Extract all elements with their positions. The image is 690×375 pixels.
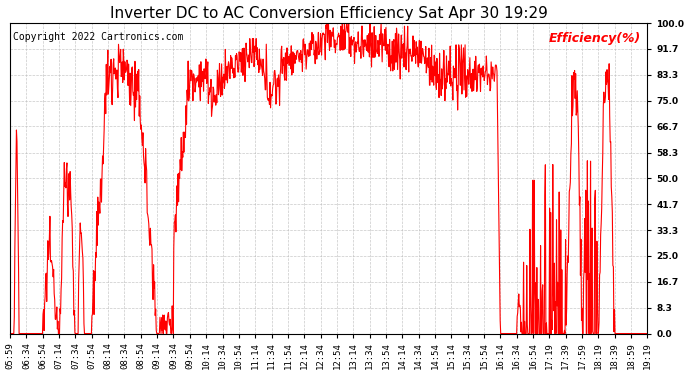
Text: Efficiency(%): Efficiency(%) [549, 32, 641, 45]
Title: Inverter DC to AC Conversion Efficiency Sat Apr 30 19:29: Inverter DC to AC Conversion Efficiency … [110, 6, 548, 21]
Text: Copyright 2022 Cartronics.com: Copyright 2022 Cartronics.com [13, 32, 184, 42]
